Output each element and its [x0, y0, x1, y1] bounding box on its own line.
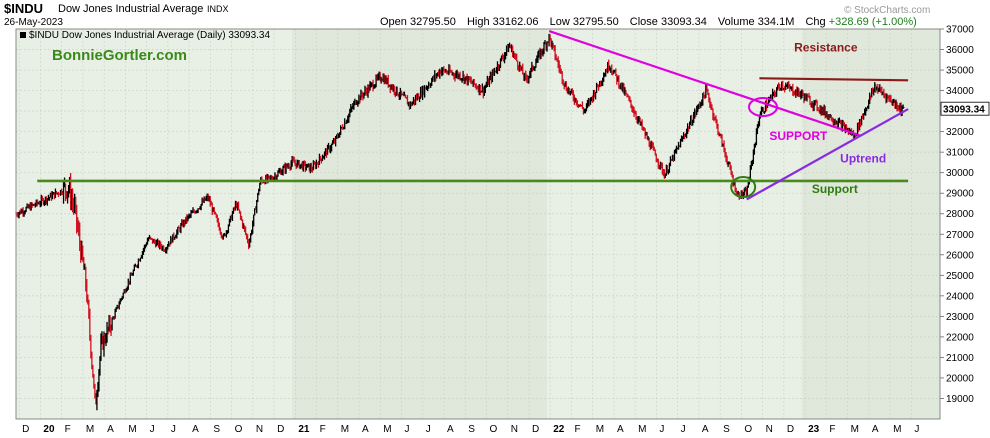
x-tick-label: S	[723, 424, 730, 435]
y-tick-label: 30000	[946, 168, 974, 179]
annotation-uptrend: Uptrend	[840, 151, 886, 165]
ticker-symbol: $INDU	[4, 1, 44, 16]
ticker-name: Dow Jones Industrial Average	[58, 3, 204, 15]
y-tick-label: 37000	[946, 25, 974, 36]
x-tick-label: A	[447, 424, 454, 435]
resistance-line	[759, 77, 909, 82]
last-value-tag	[940, 101, 990, 116]
volume-value: 334.1M	[757, 16, 795, 28]
ticker-exchange: INDX	[207, 4, 229, 14]
close-value: 33093.34	[660, 16, 707, 28]
x-tick-label: 22	[553, 424, 565, 435]
y-tick-label: 28000	[946, 209, 974, 220]
series-legend: $INDU Dow Jones Industrial Average (Dail…	[29, 30, 270, 41]
close-label: Close	[629, 16, 658, 28]
x-tick-label: 21	[298, 424, 310, 435]
x-tick-label: A	[872, 424, 879, 435]
x-tick-label: J	[150, 424, 155, 435]
x-tick-label: J	[426, 424, 431, 435]
x-tick-label: M	[893, 424, 901, 435]
downtrend-line	[548, 30, 862, 137]
stockcharts-watermark: © StockCharts.com	[844, 5, 931, 16]
x-tick-label: A	[617, 424, 624, 435]
volume-label: Volume	[717, 16, 755, 28]
author-watermark: BonnieGortler.com	[52, 47, 187, 64]
plot-border	[15, 28, 941, 420]
annotation-support: Support	[812, 182, 858, 196]
annotation-resistance: Resistance	[794, 41, 858, 55]
x-tick-label: F	[320, 424, 326, 435]
x-tick-label: N	[256, 424, 263, 435]
uptrend-line	[746, 108, 909, 201]
chg-value: +328.69 (+1.00%)	[828, 16, 917, 28]
x-tick-label: A	[362, 424, 369, 435]
x-tick-label: M	[851, 424, 859, 435]
x-tick-label: F	[574, 424, 580, 435]
y-tick-label: 24000	[946, 291, 974, 302]
open-value: 32795.50	[409, 16, 456, 28]
x-tick-label: 20	[43, 424, 55, 435]
x-tick-label: D	[787, 424, 794, 435]
y-tick-label: 19000	[946, 394, 974, 405]
quote-date: 26-May-2023	[4, 17, 63, 28]
october-low-ellipse	[730, 176, 757, 199]
y-tick-label: 35000	[946, 66, 974, 77]
x-tick-label: D	[532, 424, 539, 435]
y-tick-label: 32000	[946, 127, 974, 138]
x-tick-label: J	[914, 424, 919, 435]
x-tick-label: M	[383, 424, 391, 435]
x-tick-label: M	[596, 424, 604, 435]
x-tick-label: J	[659, 424, 664, 435]
y-tick-label: 20000	[946, 373, 974, 384]
x-tick-label: D	[277, 424, 284, 435]
y-tick-label: 21000	[946, 353, 974, 364]
y-tick-label: 34000	[946, 86, 974, 97]
y-tick-label: 36000	[946, 45, 974, 56]
x-tick-label: J	[171, 424, 176, 435]
x-tick-label: 23	[808, 424, 820, 435]
annotation-support: SUPPORT	[769, 129, 828, 143]
high-label: High	[466, 16, 490, 28]
open-label: Open	[380, 16, 407, 28]
ohlc-readout: Open 32795.50 High 33162.06 Low 32795.50…	[380, 16, 917, 28]
x-tick-label: M	[341, 424, 349, 435]
x-tick-label: S	[468, 424, 475, 435]
x-tick-label: N	[511, 424, 518, 435]
year-band	[801, 29, 940, 419]
y-tick-label: 23000	[946, 312, 974, 323]
legend-swatch	[20, 32, 26, 38]
x-tick-label: A	[702, 424, 709, 435]
last-value-label: 33093.34	[943, 105, 985, 116]
x-tick-label: D	[22, 424, 29, 435]
y-tick-label: 25000	[946, 271, 974, 282]
x-tick-label: O	[235, 424, 243, 435]
x-tick-label: O	[744, 424, 752, 435]
x-tick-label: J	[681, 424, 686, 435]
y-tick-label: 29000	[946, 189, 974, 200]
y-tick-label: 26000	[946, 250, 974, 261]
x-tick-label: N	[766, 424, 773, 435]
x-tick-label: M	[638, 424, 646, 435]
x-tick-label: O	[489, 424, 497, 435]
x-tick-label: F	[829, 424, 835, 435]
x-tick-label: S	[213, 424, 220, 435]
high-value: 33162.06	[492, 16, 539, 28]
year-band	[292, 29, 548, 419]
x-tick-label: M	[128, 424, 136, 435]
x-tick-label: A	[107, 424, 114, 435]
y-tick-label: 27000	[946, 230, 974, 241]
november-breakout-ellipse	[747, 97, 778, 117]
x-tick-label: A	[192, 424, 199, 435]
y-tick-label: 22000	[946, 332, 974, 343]
low-value: 32795.50	[572, 16, 619, 28]
low-label: Low	[549, 16, 570, 28]
x-tick-label: M	[86, 424, 94, 435]
y-tick-label: 31000	[946, 148, 974, 159]
x-tick-label: J	[405, 424, 410, 435]
chg-label: Chg	[805, 16, 826, 28]
x-tick-label: F	[65, 424, 71, 435]
